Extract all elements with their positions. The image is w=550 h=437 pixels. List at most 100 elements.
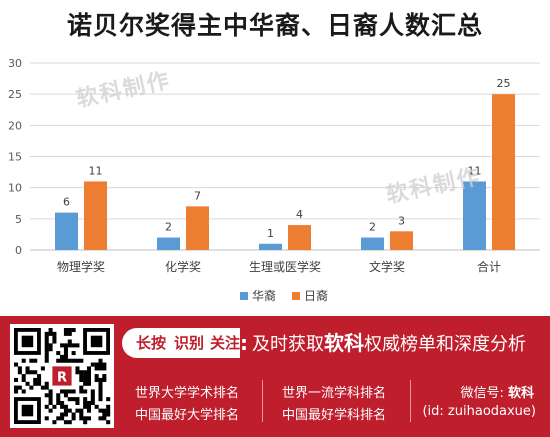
qr-module: [44, 339, 49, 344]
qr-module: [75, 366, 80, 371]
qr-module: [33, 381, 38, 386]
qr-module: [44, 393, 49, 398]
qr-module: [44, 351, 49, 356]
data-label: 1: [267, 227, 274, 240]
x-tick-label: 合计: [477, 259, 501, 274]
qr-module: [56, 416, 61, 421]
qr-module: [63, 331, 68, 336]
qr-module: [90, 400, 95, 405]
qr-module: [21, 374, 26, 379]
qr-module: [98, 366, 103, 371]
qr-module: [98, 377, 103, 382]
qr-module: [63, 393, 68, 398]
qr-module: [21, 377, 26, 382]
data-label: 2: [369, 221, 376, 234]
qr-module: [106, 397, 111, 402]
qr-module: [75, 400, 80, 405]
qr-module: [90, 362, 95, 367]
data-label: 3: [398, 214, 405, 227]
qr-module: [75, 343, 80, 348]
qr-module: [98, 381, 103, 386]
chart-title: 诺贝尔奖得主中华裔、日裔人数汇总: [66, 11, 483, 40]
qr-module: [48, 397, 53, 402]
ranking-china-university[interactable]: 中国最好大学排名: [135, 408, 240, 423]
cta-brand: 软科: [324, 331, 364, 355]
qr-module: [71, 416, 76, 421]
qr-module: [75, 397, 80, 402]
divider: [410, 380, 411, 422]
qr-module: [98, 416, 103, 421]
ranking-world-university[interactable]: 世界大学学术排名: [135, 386, 240, 401]
promo-banner: R 长按 识别 关注 : 及时获取软科权威榜单和深度分析 世界大学学术排名 中国…: [0, 316, 550, 437]
qr-module: [44, 335, 49, 340]
qr-module: [63, 404, 68, 409]
qr-module: [52, 404, 57, 409]
ranking-china-subject[interactable]: 中国最好学科排名: [282, 408, 387, 423]
qr-module: [86, 377, 91, 382]
qr-module: [102, 366, 107, 371]
qr-module: [37, 377, 42, 382]
qr-module: [83, 374, 88, 379]
qr-module: [33, 358, 38, 363]
qr-module: [75, 408, 80, 413]
y-tick-label: 25: [8, 88, 22, 101]
ranking-world-subject[interactable]: 世界一流学科排名: [282, 386, 387, 401]
qr-module: [44, 416, 49, 421]
qr-module: [94, 366, 99, 371]
cta-key-follow: 关注: [210, 334, 241, 352]
qr-code[interactable]: R: [10, 324, 114, 428]
qr-module: [67, 420, 72, 425]
bar: [361, 237, 384, 250]
qr-module: [102, 374, 107, 379]
qr-module: [48, 328, 53, 333]
qr-module: [44, 404, 49, 409]
qr-module: [37, 374, 42, 379]
qr-module: [106, 420, 111, 425]
qr-module: [14, 362, 19, 367]
qr-module: [83, 370, 88, 375]
qr-module: [90, 393, 95, 398]
qr-module: [44, 381, 49, 386]
qr-module: [60, 354, 65, 359]
qr-finder: [21, 404, 34, 417]
cta-pill: 长按 识别 关注: [122, 328, 240, 358]
qr-finder: [90, 335, 103, 348]
qr-module: [83, 404, 88, 409]
qr-module: [98, 362, 103, 367]
qr-module: [14, 377, 19, 382]
qr-module: [102, 412, 107, 417]
qr-module: [63, 420, 68, 425]
qr-module: [60, 412, 65, 417]
qr-module: [86, 404, 91, 409]
cta-key-press: 长按: [136, 334, 167, 352]
qr-module: [63, 351, 68, 356]
wechat-label: 微信号: 软科: [460, 386, 534, 401]
qr-module: [79, 389, 84, 394]
qr-module: [67, 397, 72, 402]
qr-module: [83, 420, 88, 425]
qr-module: [14, 385, 19, 390]
qr-module: [90, 389, 95, 394]
qr-module: [67, 358, 72, 363]
legend-swatch: [240, 292, 248, 300]
qr-module: [48, 389, 53, 394]
qr-module: [94, 404, 99, 409]
qr-module: [98, 397, 103, 402]
legend-label: 日裔: [304, 288, 328, 303]
qr-module: [37, 381, 42, 386]
qr-module: [94, 374, 99, 379]
data-label: 11: [468, 164, 482, 177]
qr-module: [48, 408, 53, 413]
qr-module: [40, 385, 45, 390]
qr-module: [75, 358, 80, 363]
x-tick-label: 文学奖: [369, 259, 405, 274]
qr-module: [86, 370, 91, 375]
wechat-id: (id: zuihaodaxue): [422, 404, 536, 419]
qr-module: [71, 328, 76, 333]
qr-module: [33, 377, 38, 382]
data-label: 2: [165, 221, 172, 234]
data-label: 6: [63, 196, 70, 209]
qr-module: [83, 377, 88, 382]
qr-module: [25, 381, 30, 386]
qr-module: [48, 331, 53, 336]
